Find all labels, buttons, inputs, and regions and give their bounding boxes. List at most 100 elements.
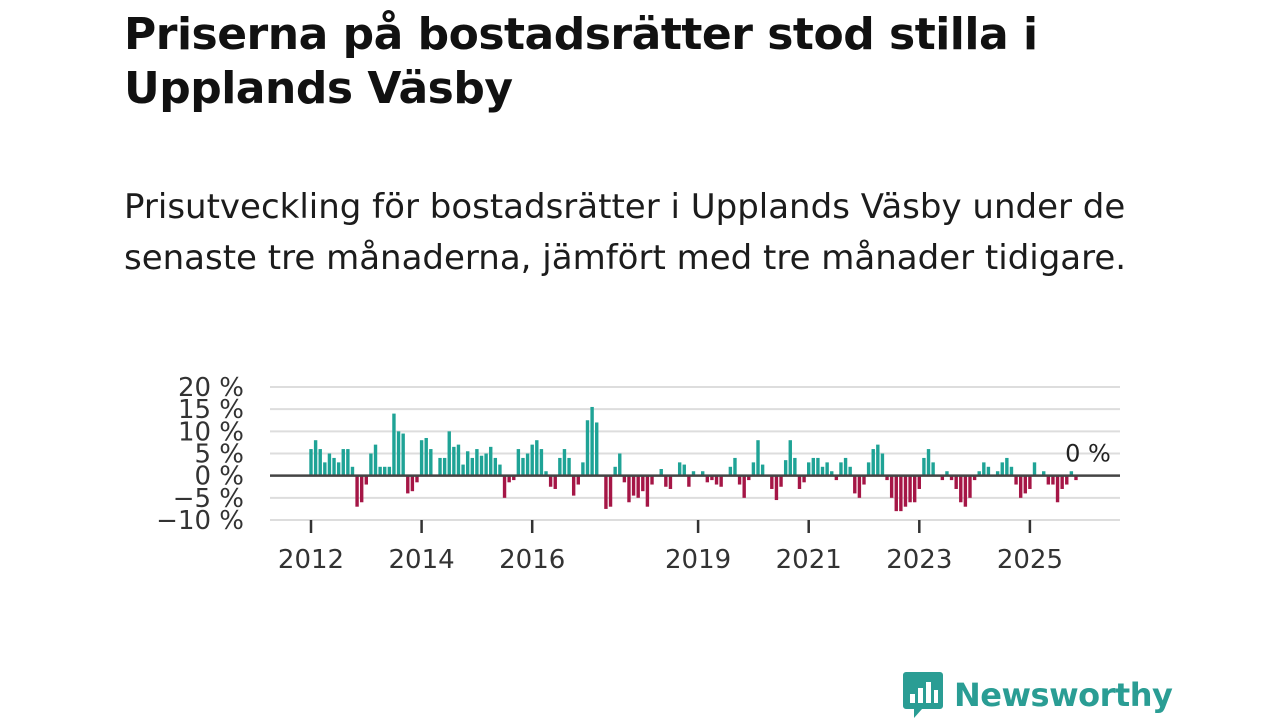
bar <box>811 457 816 476</box>
bar <box>871 449 875 476</box>
bar <box>1069 471 1074 476</box>
bar <box>820 466 825 476</box>
last-value-label: 0 % <box>1065 439 1111 467</box>
bar <box>461 464 465 476</box>
bar <box>972 475 977 481</box>
bar <box>1032 462 1037 476</box>
bar <box>1028 475 1032 489</box>
x-tick-label: 2019 <box>665 545 731 575</box>
bar <box>668 475 673 489</box>
bar <box>396 431 401 476</box>
bar <box>355 475 359 507</box>
x-axis: 2012 2014 2016 2019 2021 2023 2025 <box>278 520 1063 575</box>
bar <box>387 466 392 476</box>
x-tick-label: 2014 <box>389 545 455 575</box>
bar <box>341 449 345 476</box>
bar <box>848 466 852 476</box>
bar <box>475 449 479 476</box>
bar <box>567 457 571 476</box>
bar <box>447 431 451 476</box>
bar <box>521 457 525 476</box>
bar <box>581 462 585 476</box>
bar <box>889 475 894 498</box>
bar <box>1014 475 1018 485</box>
bar <box>839 462 843 476</box>
y-tick-label: 5 % <box>194 440 244 470</box>
bar <box>894 475 898 512</box>
bar <box>401 433 405 476</box>
bar <box>677 462 682 476</box>
bar <box>1009 466 1014 476</box>
bar <box>530 444 534 476</box>
bar <box>926 449 931 476</box>
bar <box>415 475 419 483</box>
bar <box>323 462 327 476</box>
bar <box>774 475 779 501</box>
bar <box>862 475 866 485</box>
bar <box>456 444 461 476</box>
bar <box>705 475 710 483</box>
bar <box>535 440 539 476</box>
bar <box>1018 475 1023 498</box>
bar <box>783 460 788 476</box>
bar <box>742 475 746 498</box>
bar <box>954 475 958 489</box>
bar <box>512 475 516 481</box>
newsworthy-logo-icon <box>903 672 943 718</box>
bar <box>442 457 447 476</box>
y-tick-label: 15 % <box>178 395 244 425</box>
bar <box>438 457 442 476</box>
bar <box>908 475 912 503</box>
bar <box>571 475 576 496</box>
bar <box>793 457 797 476</box>
bar <box>885 475 889 481</box>
bar <box>465 451 470 476</box>
bar <box>816 457 820 476</box>
x-tick-label: 2025 <box>997 545 1063 575</box>
bar <box>1074 475 1078 481</box>
brand-logo: Newsworthy <box>902 670 1173 720</box>
bar <box>590 406 594 476</box>
bar <box>585 420 590 476</box>
bar <box>604 475 608 509</box>
bar <box>359 475 364 503</box>
bar <box>968 475 972 498</box>
bar <box>737 475 742 485</box>
bar <box>912 475 917 503</box>
bar <box>959 475 963 503</box>
bar <box>880 453 885 476</box>
bar <box>728 466 733 476</box>
bar <box>318 449 322 476</box>
bar <box>641 475 645 492</box>
bar <box>760 464 765 476</box>
bar <box>747 475 751 481</box>
bar <box>756 440 760 476</box>
bars <box>309 406 1078 512</box>
bar <box>484 453 488 476</box>
bar <box>631 475 636 496</box>
bar <box>834 475 839 481</box>
bar <box>1005 457 1009 476</box>
bar <box>608 475 613 507</box>
x-tick-label: 2016 <box>499 545 565 575</box>
bar <box>963 475 968 507</box>
bar <box>470 457 474 476</box>
bar <box>779 475 783 487</box>
bar <box>751 462 756 476</box>
bar <box>622 475 627 483</box>
y-tick-label: −10 % <box>156 506 244 536</box>
bar <box>406 475 410 494</box>
bar <box>788 440 792 476</box>
bar <box>313 440 318 476</box>
bar <box>479 455 484 476</box>
bar <box>346 449 350 476</box>
bar <box>392 413 396 476</box>
bar <box>558 457 562 476</box>
bar <box>618 453 622 476</box>
bar <box>498 464 502 476</box>
bar <box>866 462 871 476</box>
bar <box>452 446 456 476</box>
brand-name: Newsworthy <box>954 676 1173 714</box>
bar <box>627 475 631 503</box>
y-axis-labels: 20 %15 %10 %5 %0 %−5 %−10 % <box>156 373 244 536</box>
